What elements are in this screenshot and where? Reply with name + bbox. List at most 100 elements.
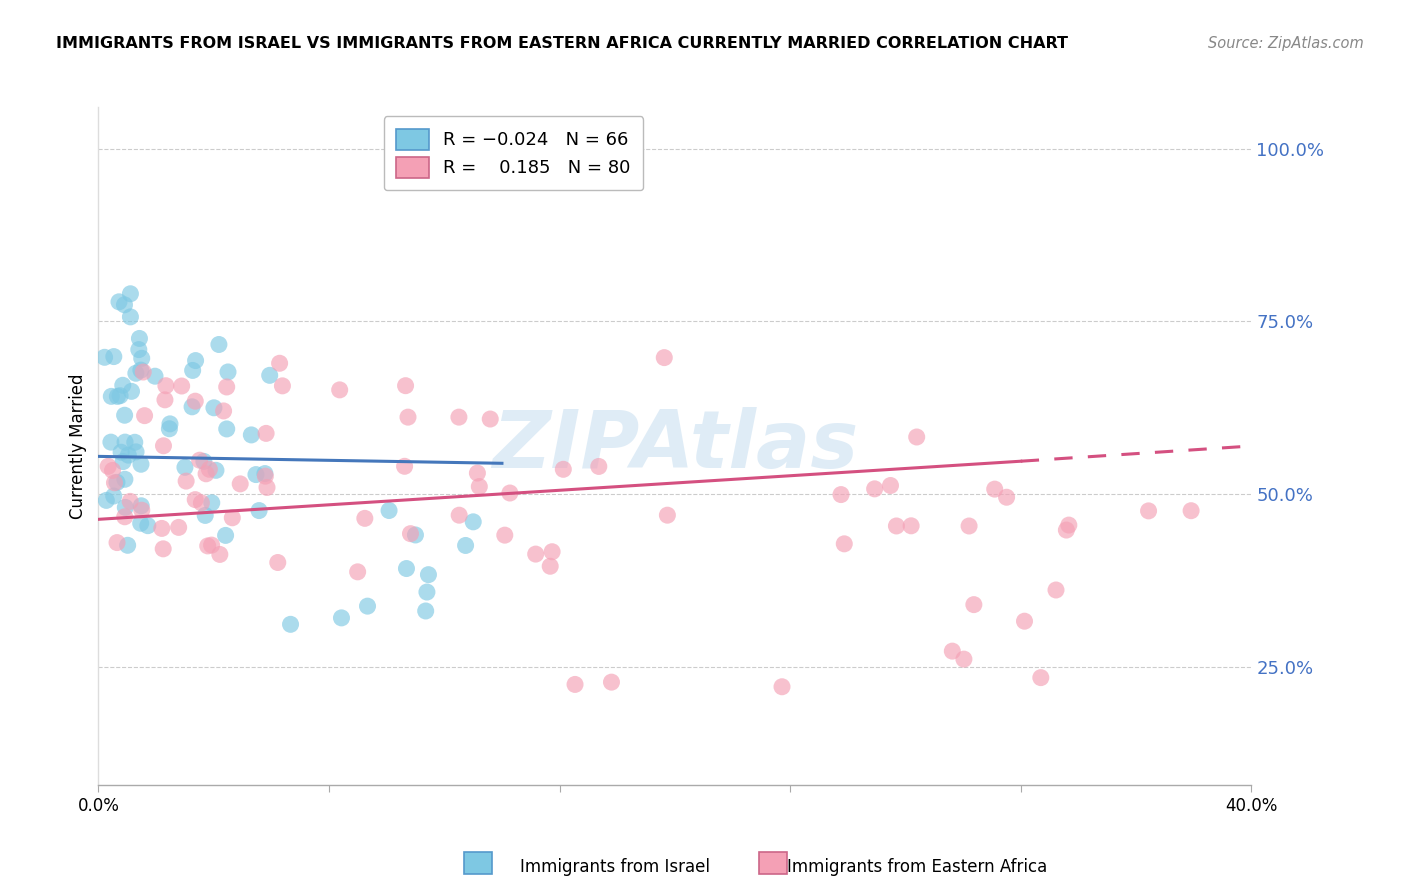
Point <box>202 401 225 415</box>
Point <box>184 353 207 368</box>
Point <box>184 492 207 507</box>
Point <box>280 617 302 632</box>
Point <box>121 384 143 399</box>
Point <box>329 383 352 397</box>
Point <box>215 380 238 394</box>
Point <box>103 489 125 503</box>
Point <box>770 680 793 694</box>
Point <box>396 410 419 425</box>
Point <box>541 545 564 559</box>
Point <box>983 482 1005 496</box>
Point <box>1045 582 1067 597</box>
Text: Immigrants from Eastern Africa: Immigrants from Eastern Africa <box>787 858 1047 876</box>
Point <box>120 494 142 508</box>
Point <box>247 503 270 517</box>
Point <box>467 466 489 480</box>
Point <box>963 598 986 612</box>
Point <box>588 459 610 474</box>
Point <box>105 389 128 403</box>
Point <box>112 454 135 468</box>
Point <box>886 519 908 533</box>
Point <box>832 537 855 551</box>
Point <box>184 394 207 409</box>
Point <box>330 611 353 625</box>
Point <box>157 422 180 436</box>
Point <box>155 378 177 392</box>
Point <box>114 509 136 524</box>
Point <box>830 487 852 501</box>
Point <box>416 585 439 599</box>
Point <box>553 462 575 476</box>
Point <box>198 462 221 476</box>
Point <box>652 351 675 365</box>
Point <box>188 453 211 467</box>
Point <box>174 474 197 488</box>
Point <box>143 369 166 384</box>
Point <box>208 337 231 351</box>
Point <box>201 496 224 510</box>
Point <box>953 652 976 666</box>
Point <box>259 368 281 383</box>
Point <box>128 331 150 345</box>
Point <box>1054 523 1077 537</box>
Point <box>201 538 224 552</box>
Point <box>395 561 418 575</box>
Point <box>181 363 204 377</box>
Point <box>105 535 128 549</box>
Point <box>564 677 586 691</box>
Point <box>494 528 516 542</box>
Point <box>394 459 416 474</box>
Point <box>117 538 139 552</box>
Point <box>356 599 378 614</box>
Point <box>97 459 120 474</box>
Point <box>131 503 153 517</box>
Point <box>100 389 122 403</box>
Text: Immigrants from Israel: Immigrants from Israel <box>520 858 710 876</box>
Point <box>208 548 231 562</box>
Point <box>447 410 470 425</box>
Point <box>254 469 277 483</box>
Point <box>378 503 401 517</box>
Point <box>103 475 125 490</box>
Point <box>941 644 963 658</box>
Point <box>114 409 136 423</box>
Point <box>253 467 276 481</box>
Point <box>125 445 148 459</box>
Point <box>418 567 440 582</box>
Point <box>499 486 522 500</box>
Text: IMMIGRANTS FROM ISRAEL VS IMMIGRANTS FROM EASTERN AFRICA CURRENTLY MARRIED CORRE: IMMIGRANTS FROM ISRAEL VS IMMIGRANTS FRO… <box>56 36 1069 51</box>
Point <box>152 439 174 453</box>
Point <box>229 476 252 491</box>
Point <box>124 435 146 450</box>
Point <box>1014 614 1036 628</box>
Point <box>217 365 239 379</box>
Point <box>863 482 886 496</box>
Point <box>1137 504 1160 518</box>
Point <box>114 500 136 515</box>
Point <box>1180 504 1202 518</box>
Point <box>600 675 623 690</box>
Point <box>120 286 142 301</box>
Point <box>114 472 136 486</box>
Point <box>463 515 485 529</box>
Point <box>132 365 155 379</box>
Point <box>900 518 922 533</box>
Point <box>105 475 128 490</box>
Point <box>197 539 219 553</box>
Point <box>254 426 277 441</box>
Point <box>271 379 294 393</box>
Point <box>174 460 197 475</box>
Point <box>125 366 148 380</box>
Point <box>1029 671 1052 685</box>
Point <box>193 454 215 468</box>
Point <box>129 457 152 471</box>
Point <box>215 422 238 436</box>
Point <box>131 351 153 366</box>
Point <box>120 310 142 324</box>
Point <box>212 404 235 418</box>
Point <box>538 559 561 574</box>
Point <box>1057 518 1080 533</box>
Point <box>399 526 422 541</box>
Point <box>110 445 132 459</box>
Point <box>205 463 228 477</box>
